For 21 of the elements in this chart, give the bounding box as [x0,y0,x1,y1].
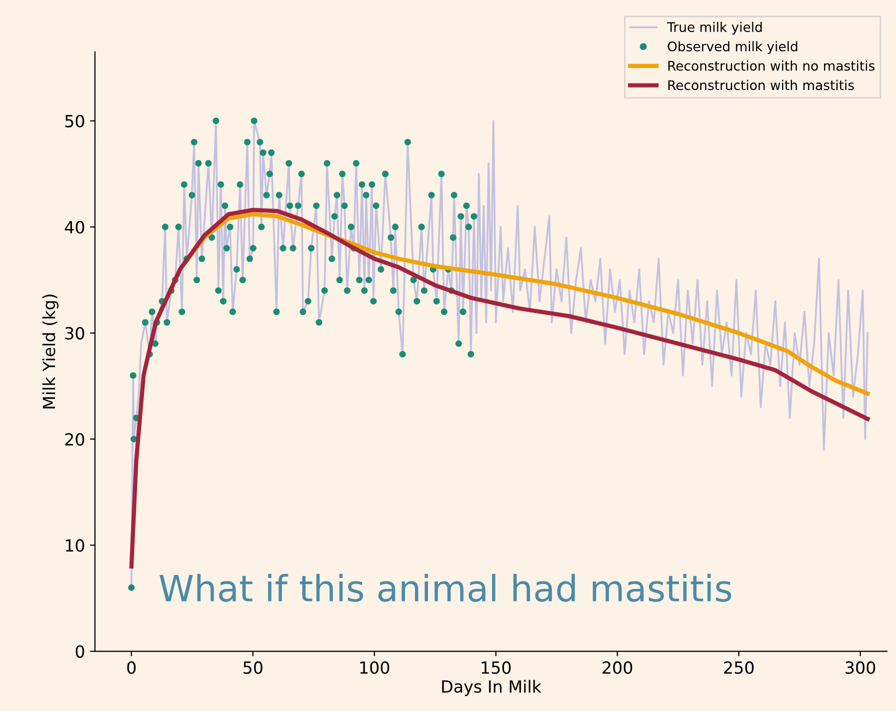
x-tick-label: 50 [244,661,262,674]
x-tick-label: 100 [360,661,390,674]
y-tick-label: 30 [65,326,84,340]
x-tick-label: 250 [724,661,754,674]
y-axis-title: Milk Yield (kg) [42,294,58,408]
x-tick-label: 150 [482,661,511,674]
y-tick-label: 20 [65,433,84,446]
y-tick-label: 10 [66,539,84,552]
y-tick-label: 0 [76,645,84,658]
legend-label: True milk yield [667,22,762,35]
legend-label: Observed milk yield [668,41,798,54]
annotation: What if this animal had mastitis [160,574,732,602]
y-tick-label: 50 [65,114,84,128]
legend-label: Reconstruction with mastitis [668,80,854,90]
y-tick-label: 40 [64,220,84,234]
x-axis-title: Days In Milk [442,680,542,696]
x-tick-label: 200 [602,661,632,674]
x-tick-label: 300 [846,661,876,674]
x-tick-label: 0 [127,661,136,674]
line-series [129,208,870,568]
legend-label: Reconstruction with no mastitis [668,60,875,71]
